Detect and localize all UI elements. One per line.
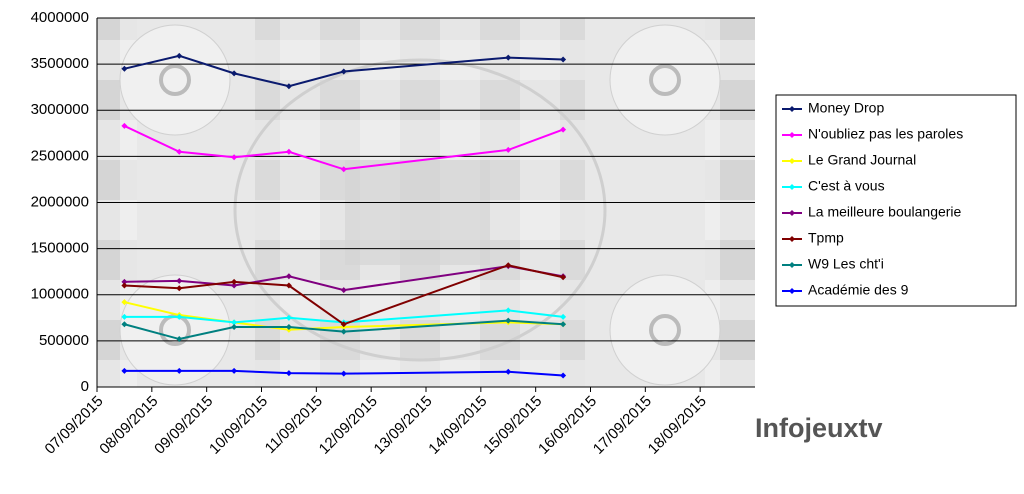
y-tick-label: 3500000 xyxy=(31,55,89,72)
point-marker xyxy=(176,277,183,284)
point-marker xyxy=(121,122,128,129)
point-marker xyxy=(121,321,128,328)
y-tick-label: 2500000 xyxy=(31,147,89,164)
y-tick-label: 1500000 xyxy=(31,240,89,257)
point-marker xyxy=(231,324,238,331)
point-marker xyxy=(505,317,512,324)
y-tick-label: 3000000 xyxy=(31,101,89,118)
y-tick-label: 2000000 xyxy=(31,193,89,210)
point-marker xyxy=(285,148,292,155)
watermark: Infojeuxtv xyxy=(755,413,883,443)
x-tick-label: 12/09/2015 xyxy=(316,393,381,458)
point-marker xyxy=(340,328,347,335)
point-marker xyxy=(285,314,292,321)
x-tick-label: 07/09/2015 xyxy=(42,393,107,458)
point-marker xyxy=(176,313,183,320)
x-tick-label: 14/09/2015 xyxy=(425,393,490,458)
point-marker xyxy=(505,262,512,269)
legend-label: W9 Les cht'i xyxy=(808,256,884,272)
point-marker xyxy=(340,166,347,173)
point-marker xyxy=(231,70,238,77)
y-tick-label: 500000 xyxy=(39,332,89,349)
y-tick-label: 1000000 xyxy=(31,286,89,303)
point-marker xyxy=(340,370,347,377)
point-marker xyxy=(505,54,512,61)
legend-label: La meilleure boulangerie xyxy=(808,204,962,220)
legend-marker xyxy=(789,106,795,112)
point-marker xyxy=(505,368,512,375)
x-tick-label: 18/09/2015 xyxy=(645,393,710,458)
point-marker xyxy=(121,65,128,72)
point-marker xyxy=(285,324,292,331)
y-tick-label: 4000000 xyxy=(31,9,89,26)
point-marker xyxy=(340,68,347,75)
point-marker xyxy=(560,274,567,281)
point-marker xyxy=(340,321,347,328)
point-marker xyxy=(121,299,128,306)
point-marker xyxy=(560,321,567,328)
point-marker xyxy=(285,273,292,280)
point-marker xyxy=(231,278,238,285)
point-marker xyxy=(285,370,292,377)
point-marker xyxy=(231,319,238,326)
background xyxy=(97,18,755,387)
point-marker xyxy=(560,126,567,133)
point-marker xyxy=(121,282,128,289)
point-marker xyxy=(176,148,183,155)
legend-marker xyxy=(789,184,795,190)
x-tick-label: 08/09/2015 xyxy=(96,393,161,458)
legend-label: N'oubliez pas les paroles xyxy=(808,126,963,142)
point-marker xyxy=(560,56,567,63)
x-tick-label: 17/09/2015 xyxy=(590,393,655,458)
x-tick-label: 09/09/2015 xyxy=(151,393,216,458)
point-marker xyxy=(121,278,128,285)
point-marker xyxy=(285,282,292,289)
point-marker xyxy=(560,313,567,320)
legend-label: Académie des 9 xyxy=(808,282,909,298)
legend-marker xyxy=(789,158,795,164)
x-tick-label: 16/09/2015 xyxy=(535,393,600,458)
legend-marker xyxy=(789,262,795,268)
point-marker xyxy=(176,52,183,59)
point-marker xyxy=(121,313,128,320)
point-marker xyxy=(176,285,183,292)
point-marker xyxy=(231,154,238,161)
x-tick-label: 13/09/2015 xyxy=(371,393,436,458)
point-marker xyxy=(340,287,347,294)
point-marker xyxy=(121,367,128,374)
legend-marker xyxy=(789,288,795,294)
point-marker xyxy=(231,367,238,374)
point-marker xyxy=(176,336,183,343)
point-marker xyxy=(231,282,238,289)
legend-label: C'est à vous xyxy=(808,178,885,194)
legend-marker xyxy=(789,236,795,242)
point-marker xyxy=(285,83,292,90)
legend-label: Money Drop xyxy=(808,100,884,116)
y-tick-label: 0 xyxy=(81,378,89,395)
legend-marker xyxy=(789,210,795,216)
x-tick-label: 15/09/2015 xyxy=(480,393,545,458)
point-marker xyxy=(560,372,567,379)
legend-marker xyxy=(789,132,795,138)
legend-box xyxy=(775,94,1017,307)
plot-area xyxy=(96,17,755,392)
point-marker xyxy=(505,307,512,314)
point-marker xyxy=(176,367,183,374)
point-marker xyxy=(505,146,512,153)
x-tick-label: 10/09/2015 xyxy=(206,393,271,458)
legend-label: Le Grand Journal xyxy=(808,152,916,168)
legend-label: Tpmp xyxy=(808,230,844,246)
